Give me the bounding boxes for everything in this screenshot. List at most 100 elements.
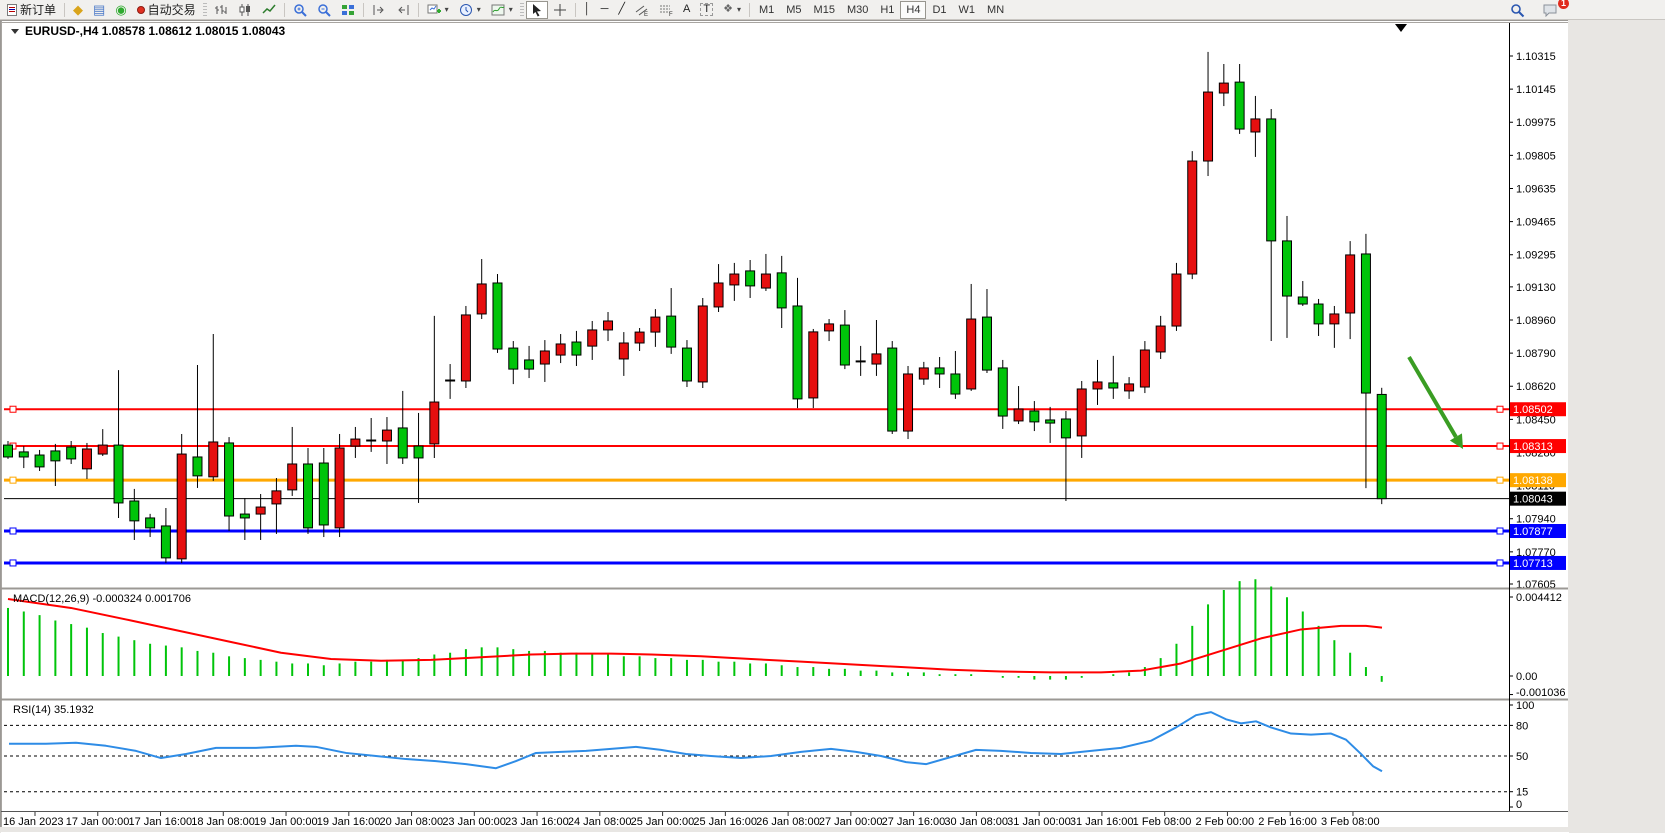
candle-up: [650, 316, 661, 333]
line-handle[interactable]: [1496, 476, 1504, 484]
line-handle[interactable]: [1496, 405, 1504, 413]
search-icon: [1511, 3, 1525, 17]
svg-text:24 Jan 08:00: 24 Jan 08:00: [568, 816, 632, 828]
candle-down: [1297, 296, 1308, 305]
line-handle[interactable]: [9, 476, 17, 484]
autotrading-button[interactable]: 自动交易: [132, 1, 201, 19]
trendline-button[interactable]: ╱: [613, 1, 630, 19]
line-handle[interactable]: [9, 405, 17, 413]
chart-shift-marker: [1395, 24, 1407, 32]
candle-up: [966, 318, 977, 390]
candle-down: [1360, 253, 1371, 394]
tab-timeframe-M15[interactable]: M15: [808, 1, 841, 19]
candle-down: [413, 445, 424, 459]
chevron-down-icon: ▾: [476, 5, 481, 14]
separator: [283, 2, 285, 17]
svg-text:31 Jan 00:00: 31 Jan 00:00: [1007, 816, 1071, 828]
candlestick-chart-button[interactable]: [233, 1, 257, 19]
tab-timeframe-H4[interactable]: H4: [900, 0, 927, 19]
chat-badge: 1: [1558, 0, 1569, 9]
tab-timeframe-MN[interactable]: MN: [981, 1, 1010, 19]
chat-button[interactable]: 1: [1538, 0, 1569, 19]
line-chart-button[interactable]: [257, 1, 281, 19]
equidistant-channel-button[interactable]: E: [630, 1, 654, 19]
chart-autoscroll-button[interactable]: [391, 1, 415, 19]
collapse-icon[interactable]: [11, 29, 19, 34]
trend-arrow-annotation[interactable]: [1407, 355, 1463, 449]
equidistant-channel-icon: E: [635, 5, 648, 16]
chevron-down-icon: ▾: [444, 5, 449, 14]
cursor-button[interactable]: [525, 0, 548, 19]
candle-up: [1345, 254, 1356, 314]
candle-down: [524, 359, 535, 370]
candle-up: [618, 342, 629, 360]
svg-text:0.00: 0.00: [1516, 671, 1537, 683]
bar-chart-button[interactable]: [209, 1, 233, 19]
fibonacci-button[interactable]: F: [654, 1, 678, 19]
svg-text:0.004412: 0.004412: [1516, 592, 1562, 604]
candle-up: [729, 273, 740, 286]
price-line-label: 1.07877: [1510, 524, 1566, 539]
svg-text:1.07877: 1.07877: [1513, 526, 1553, 538]
time-axis[interactable]: 16 Jan 2023 17 Jan 00:00 17 Jan 16:00 18 Ja…: [3, 812, 1380, 828]
candle-down: [1266, 118, 1277, 242]
svg-text:26 Jan 08:00: 26 Jan 08:00: [756, 816, 820, 828]
tab-timeframe-D1[interactable]: D1: [926, 1, 952, 19]
chart-window[interactable]: 1.10315 1.10145 1.09975 1.09805 1.09635 1.094…: [0, 20, 1569, 833]
candle-up: [1187, 160, 1198, 275]
tile-windows-button[interactable]: [336, 1, 360, 19]
crosshair-button[interactable]: [548, 1, 572, 19]
svg-text:17 Jan 00:00: 17 Jan 00:00: [66, 816, 130, 828]
line-handle[interactable]: [9, 527, 17, 535]
new-order-button[interactable]: 新订单: [2, 1, 61, 19]
tab-timeframe-W1[interactable]: W1: [953, 1, 982, 19]
dataview-button[interactable]: ▤: [88, 1, 110, 19]
autotrading-label: 自动交易: [147, 3, 196, 17]
text-label-button[interactable]: T: [695, 1, 718, 19]
vertical-line-button[interactable]: │: [579, 1, 596, 19]
line-handle[interactable]: [1496, 559, 1504, 567]
svg-text:-0.001036: -0.001036: [1516, 687, 1566, 699]
horizontal-lines[interactable]: [4, 405, 1509, 567]
timeframe-group: M1 M5 M15 M30 H1 H4 D1 W1 MN: [753, 0, 1010, 19]
candle-down: [1313, 303, 1324, 325]
candle-up: [697, 305, 708, 383]
tab-timeframe-M1[interactable]: M1: [753, 1, 780, 19]
zoom-out-button[interactable]: [312, 1, 336, 19]
search-button[interactable]: [1505, 1, 1530, 19]
line-handle[interactable]: [9, 559, 17, 567]
candle-up: [460, 314, 471, 382]
svg-text:19 Jan 16:00: 19 Jan 16:00: [317, 816, 381, 828]
svg-text:1.10145: 1.10145: [1516, 84, 1556, 96]
gold-diamond-icon: ◆: [73, 2, 84, 17]
indicators-button[interactable]: ▾: [486, 1, 518, 19]
candle-down: [397, 427, 408, 459]
svg-text:1.08620: 1.08620: [1516, 381, 1556, 393]
candle-up: [1250, 118, 1261, 133]
new-order-icon: [7, 3, 17, 16]
svg-text:1.08960: 1.08960: [1516, 315, 1556, 327]
candle-down: [50, 450, 61, 462]
horizontal-line-button[interactable]: ─: [596, 1, 614, 19]
tab-timeframe-M5[interactable]: M5: [780, 1, 807, 19]
text-button[interactable]: A: [678, 1, 695, 19]
svg-text:1.09975: 1.09975: [1516, 117, 1556, 129]
tab-timeframe-H1[interactable]: H1: [874, 1, 900, 19]
line-handle[interactable]: [1496, 442, 1504, 450]
navigator-button[interactable]: ◉: [110, 1, 131, 19]
new-chart-button[interactable]: ▾: [422, 1, 454, 19]
gold-diamond-button[interactable]: ◆: [68, 1, 88, 19]
zoom-in-button[interactable]: [288, 1, 312, 19]
svg-text:80: 80: [1516, 720, 1528, 732]
svg-text:RSI(14) 35.1932: RSI(14) 35.1932: [13, 704, 94, 716]
candle-down: [224, 442, 235, 517]
tab-timeframe-M30[interactable]: M30: [841, 1, 874, 19]
periods-button[interactable]: ▾: [454, 1, 486, 19]
chart-canvas[interactable]: 1.10315 1.10145 1.09975 1.09805 1.09635 1.094…: [1, 21, 1569, 833]
chart-shift-button[interactable]: [367, 1, 391, 19]
candle-up: [476, 283, 487, 315]
svg-text:50: 50: [1516, 751, 1528, 763]
svg-text:1.07713: 1.07713: [1513, 558, 1553, 570]
arrows-button[interactable]: ❖ ▾: [718, 1, 746, 19]
line-handle[interactable]: [1496, 527, 1504, 535]
